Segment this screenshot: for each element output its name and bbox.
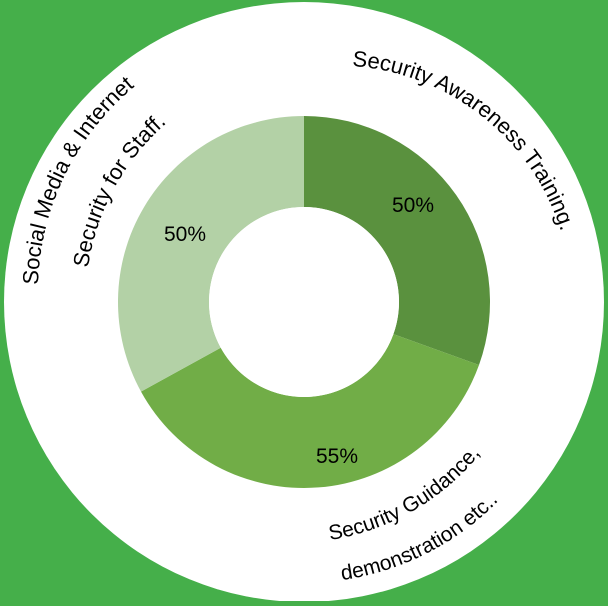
- slice-social-media: [117, 115, 304, 392]
- center-hole: [209, 207, 399, 397]
- slice-security-guidance: [141, 334, 480, 488]
- slice-value-labels: 50% 55% 50%: [164, 194, 434, 468]
- value-label-awareness: 50%: [392, 194, 434, 217]
- value-label-guidance: 55%: [316, 445, 358, 468]
- value-label-social-media: 50%: [164, 223, 206, 246]
- donut-slices: [117, 115, 490, 488]
- slice-security-awareness: [304, 116, 490, 366]
